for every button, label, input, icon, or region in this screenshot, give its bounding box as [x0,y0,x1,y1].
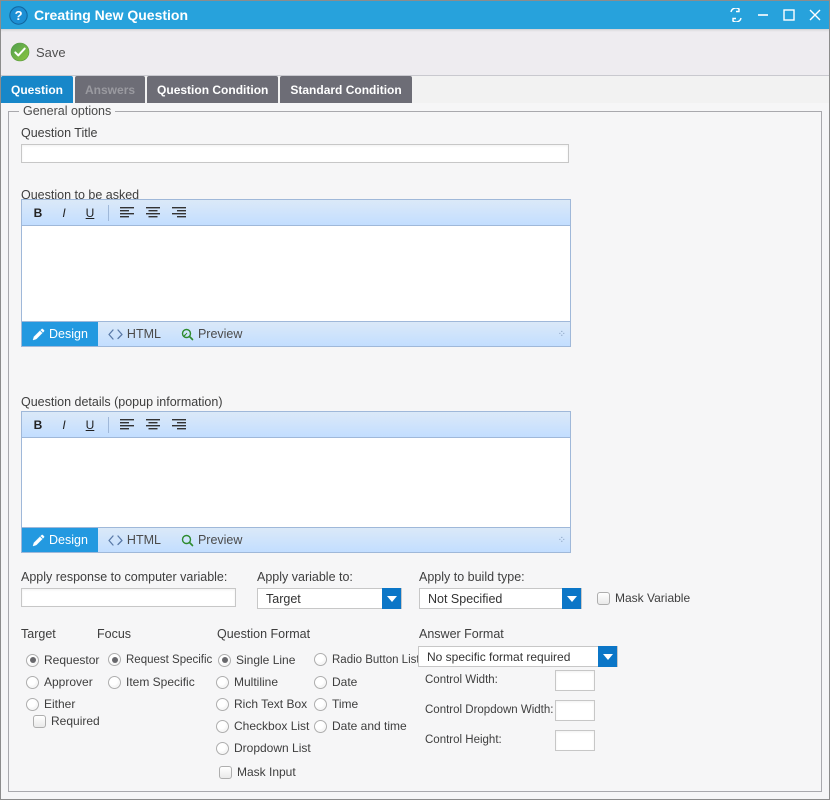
svg-text:?: ? [15,8,23,23]
